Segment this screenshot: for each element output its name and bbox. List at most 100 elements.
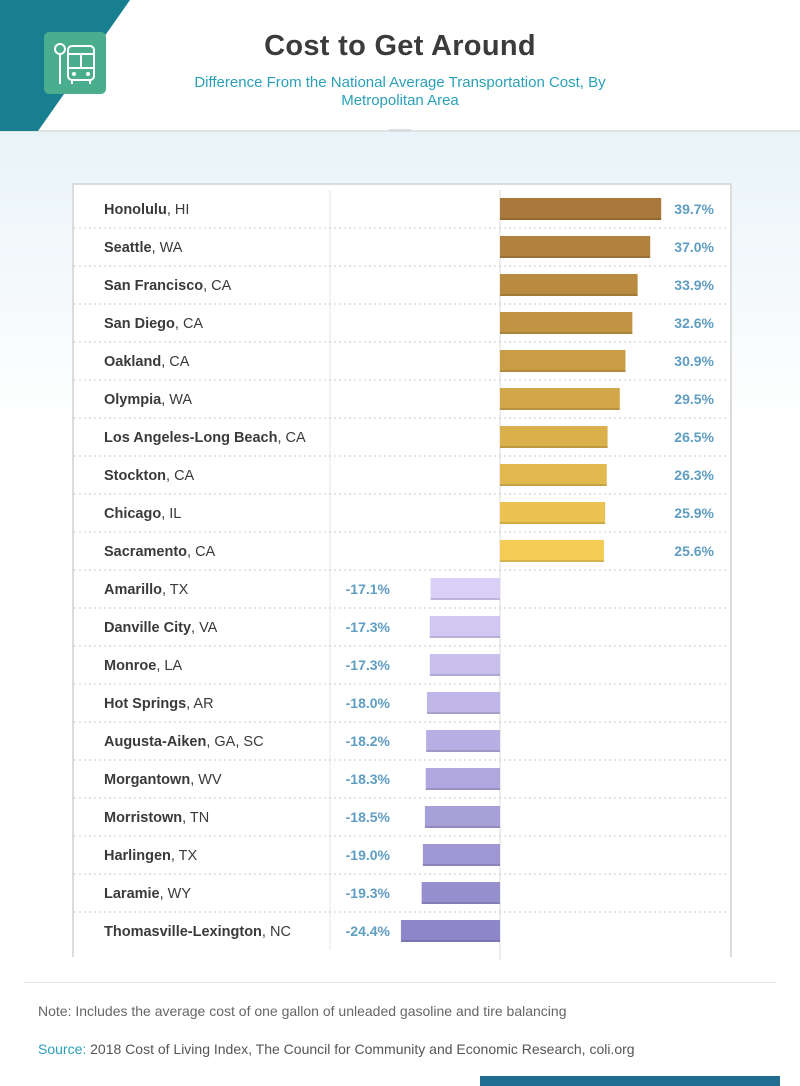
positive-bar: [500, 464, 607, 486]
negative-bar: [400, 920, 500, 942]
value-label: 29.5%: [674, 391, 714, 407]
negative-bar: [430, 578, 500, 600]
category-region: , WA: [161, 392, 192, 408]
source-line: Source: 2018 Cost of Living Index, The C…: [38, 1041, 635, 1057]
positive-bar: [500, 274, 638, 296]
category-region: , LA: [156, 658, 182, 674]
value-label: 32.6%: [674, 315, 714, 331]
category-label: Morgantown, WV: [104, 772, 222, 788]
value-label: -24.4%: [346, 923, 391, 939]
value-label: -18.0%: [346, 695, 391, 711]
bar-shadow: [429, 674, 500, 676]
value-label: 25.6%: [674, 543, 714, 559]
bus-stop-icon: [44, 32, 106, 94]
negative-bar: [426, 730, 500, 752]
category-city: Augusta-Aiken: [104, 734, 206, 750]
bar-shadow: [500, 294, 638, 296]
negative-bar: [426, 692, 500, 714]
category-city: Stockton: [104, 468, 166, 484]
category-region: , GA, SC: [206, 734, 263, 750]
category-label: San Diego, CA: [104, 316, 203, 332]
bar-shadow: [429, 636, 500, 638]
category-label: Morristown, TN: [104, 810, 209, 826]
value-label: -17.3%: [346, 619, 391, 635]
bar-shadow: [400, 940, 500, 942]
category-label: Honolulu, HI: [104, 202, 189, 218]
bar-shadow: [500, 332, 633, 334]
category-region: , TX: [162, 582, 189, 598]
bar-shadow: [500, 522, 606, 524]
positive-bar: [500, 388, 620, 410]
footnote: Note: Includes the average cost of one g…: [38, 1003, 567, 1019]
category-label: Stockton, CA: [104, 468, 195, 484]
value-label: -18.2%: [346, 733, 391, 749]
bar-shadow: [500, 484, 607, 486]
category-city: Laramie: [104, 886, 160, 902]
source-text: 2018 Cost of Living Index, The Council f…: [86, 1041, 635, 1057]
bar-shadow: [421, 902, 500, 904]
bar-shadow: [424, 826, 500, 828]
bar-shadow: [500, 218, 662, 220]
category-city: Sacramento: [104, 544, 187, 560]
bar-shadow: [500, 446, 608, 448]
value-label: -17.3%: [346, 657, 391, 673]
category-label: Augusta-Aiken, GA, SC: [104, 734, 264, 750]
bar-shadow: [500, 560, 604, 562]
category-region: , CA: [187, 544, 216, 560]
bar-shadow: [500, 408, 620, 410]
category-region: , CA: [277, 430, 306, 446]
category-label: Harlingen, TX: [104, 848, 198, 864]
category-label: Hot Springs, AR: [104, 696, 214, 712]
positive-bar: [500, 540, 604, 562]
value-label: -18.5%: [346, 809, 391, 825]
category-city: Morgantown: [104, 772, 190, 788]
category-label: Amarillo, TX: [104, 582, 189, 598]
category-region: , IL: [161, 506, 181, 522]
category-region: , TX: [171, 848, 198, 864]
negative-bar: [425, 768, 500, 790]
category-region: , VA: [191, 620, 218, 636]
negative-bar: [429, 616, 500, 638]
value-label: 33.9%: [674, 277, 714, 293]
category-region: , WY: [160, 886, 192, 902]
category-region: , NC: [262, 924, 291, 940]
negative-bar: [421, 882, 500, 904]
category-label: Olympia, WA: [104, 392, 192, 408]
category-region: , WA: [152, 240, 183, 256]
category-region: , WV: [190, 772, 222, 788]
source-label: Source:: [38, 1041, 87, 1057]
category-city: Olympia: [104, 392, 162, 408]
bar-shadow: [500, 256, 651, 258]
category-city: Thomasville-Lexington: [104, 924, 262, 940]
bar-shadow: [422, 864, 500, 866]
value-label: 30.9%: [674, 353, 714, 369]
value-label: 39.7%: [674, 201, 714, 217]
bar-shadow: [500, 370, 626, 372]
category-label: Laramie, WY: [104, 886, 191, 902]
bar-shadow: [426, 712, 500, 714]
category-label: Los Angeles-Long Beach, CA: [104, 430, 306, 446]
category-city: Hot Springs: [104, 696, 186, 712]
page-subtitle: Difference From the National Average Tra…: [194, 74, 606, 109]
category-city: Honolulu: [104, 202, 167, 218]
value-label: 37.0%: [674, 239, 714, 255]
category-label: Oakland, CA: [104, 354, 190, 370]
category-city: Morristown: [104, 810, 182, 826]
value-label: -19.3%: [346, 885, 391, 901]
category-city: San Francisco: [104, 278, 203, 294]
negative-bar: [424, 806, 500, 828]
category-city: Los Angeles-Long Beach: [104, 430, 277, 446]
category-region: , CA: [175, 316, 204, 332]
category-city: Oakland: [104, 354, 161, 370]
positive-bar: [500, 502, 606, 524]
category-region: , CA: [166, 468, 195, 484]
bar-shadow: [426, 750, 500, 752]
positive-bar: [500, 236, 651, 258]
positive-bar: [500, 312, 633, 334]
category-label: Chicago, IL: [104, 506, 181, 522]
bar-shadow: [430, 598, 500, 600]
category-region: , CA: [203, 278, 232, 294]
category-city: Monroe: [104, 658, 156, 674]
category-region: , AR: [186, 696, 213, 712]
